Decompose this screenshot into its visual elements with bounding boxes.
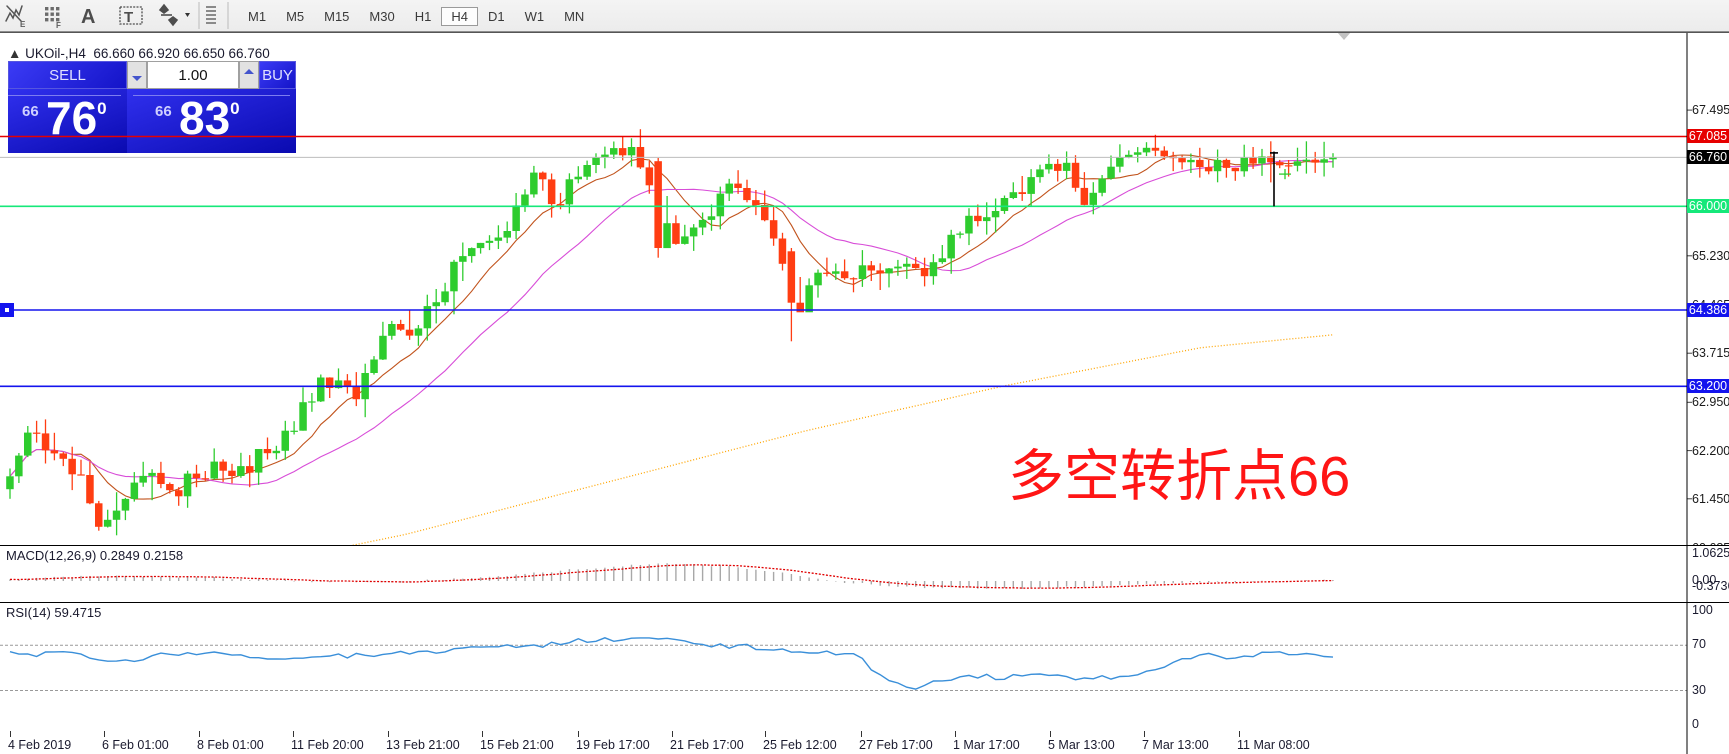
svg-text:多空转折点66: 多空转折点66: [1008, 445, 1350, 508]
svg-text:E: E: [20, 20, 26, 29]
svg-text:A: A: [81, 6, 95, 28]
svg-text:T: T: [124, 9, 133, 26]
svg-text:F: F: [56, 21, 61, 30]
